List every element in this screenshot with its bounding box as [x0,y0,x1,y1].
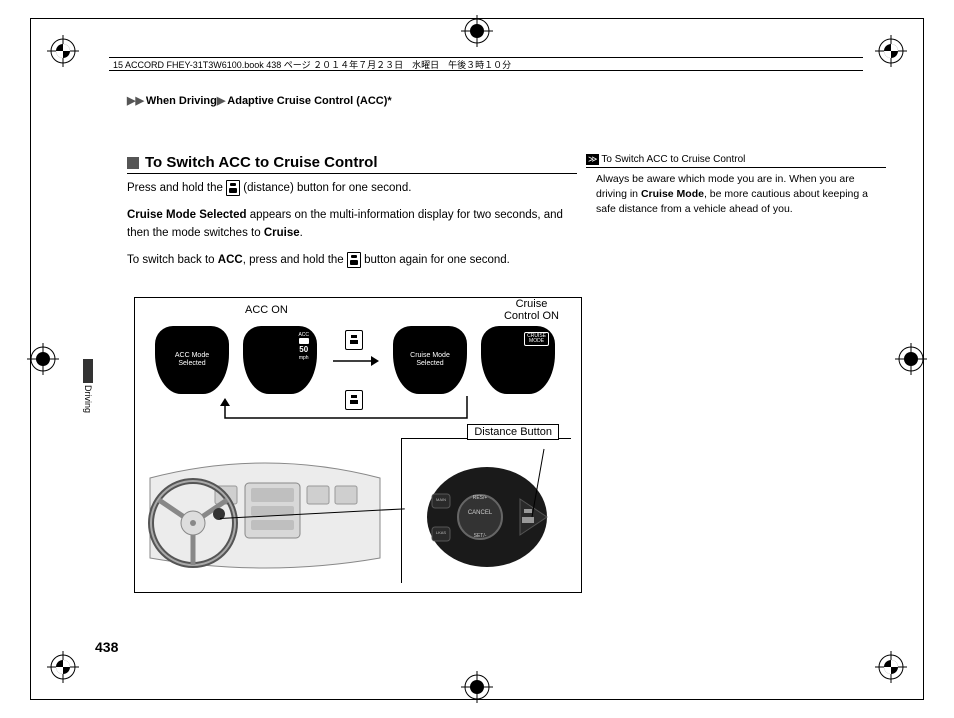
paragraph-1: Press and hold the (distance) button for… [127,180,577,197]
svg-text:RES/+: RES/+ [473,495,488,501]
sidebar-note: ≫To Switch ACC to Cruise Control Always … [586,154,886,218]
side-tab-label: Driving [83,385,93,413]
distance-icon-box [345,390,363,410]
section-title-text: To Switch ACC to Cruise Control [145,154,378,171]
svg-text:SET/-: SET/- [474,533,487,539]
label-cruise-on: Cruise Control ON [504,298,559,322]
shield-acc-speed: ACC 50 mph [243,326,317,394]
text: , press and hold the [243,254,347,266]
page-frame: 15 ACCORD FHEY-31T3W6100.book 438 ページ ２０… [30,18,924,700]
breadcrumb-arrow-icon: ▶▶ [127,95,144,107]
main-content: To Switch ACC to Cruise Control Press an… [127,154,577,279]
crop-mark-icon [457,11,497,51]
breadcrumb-footnote: * [387,95,391,107]
car-icon [299,338,309,344]
crop-mark-icon [457,667,497,707]
diagram-bottom-row: Distance Button CANCEL RES/+ SET/- [135,428,581,592]
breadcrumb-section: When Driving [146,95,217,107]
side-tab-marker [83,359,93,383]
label-acc-on: ACC ON [245,304,288,316]
crop-mark-icon [43,31,83,71]
button-detail-box: CANCEL RES/+ SET/- MAIN LKAS [401,438,571,583]
diagram-top-row: ACC ON Cruise Control ON ACC Mode Select… [135,298,581,428]
cruise-badge: CRUISE MODE [524,332,549,346]
crop-mark-icon [871,647,911,687]
sidebar-title: ≫To Switch ACC to Cruise Control [586,154,886,168]
distance-button-icon [226,180,240,196]
text-bold: Cruise Mode Selected [127,209,247,221]
mode-diagram: ACC ON Cruise Control ON ACC Mode Select… [134,297,582,593]
section-marker-icon [127,157,139,169]
text: Control ON [504,310,559,322]
breadcrumb-subsection: Adaptive Cruise Control (ACC) [227,95,387,107]
dashboard-illustration [145,428,385,583]
distance-button-icon [347,252,361,268]
section-title: To Switch ACC to Cruise Control [127,154,577,174]
shield-cruise-mode: Cruise Mode Selected [393,326,467,394]
breadcrumb: ▶▶When Driving▶Adaptive Cruise Control (… [127,94,392,107]
shield-acc-mode: ACC Mode Selected [155,326,229,394]
svg-text:CANCEL: CANCEL [468,510,493,516]
bookinfo-text: 15 ACCORD FHEY-31T3W6100.book 438 ページ ２０… [113,58,511,71]
text: Cruise Mode [410,352,450,360]
paragraph-2: Cruise Mode Selected appears on the mult… [127,207,577,242]
page-number: 438 [95,639,118,655]
distance-icon [349,334,359,346]
sidebar-body: Always be aware which mode you are in. W… [586,172,886,218]
shield-cruise-badge: CRUISE MODE [481,326,555,394]
text: (distance) button for one second. [240,182,411,194]
crop-mark-icon [43,647,83,687]
arrow-right-icon [333,352,379,373]
text: Cruise [516,298,548,310]
text: 50 [299,345,308,354]
paragraph-3: To switch back to ACC, press and hold th… [127,252,577,269]
text: Selected [416,360,443,368]
sidebar-arrow-icon: ≫ [586,154,599,165]
distance-icon-box [345,330,363,350]
text: MODE [529,338,544,344]
text: Selected [178,360,205,368]
text-bold: Cruise [264,227,300,239]
distance-icon [349,394,359,406]
sidebar-title-text: To Switch ACC to Cruise Control [601,154,745,165]
text-bold: Cruise Mode [641,188,704,200]
text: mph [298,355,309,361]
text: To switch back to [127,254,218,266]
crop-mark-icon [23,339,63,379]
svg-text:LKAS: LKAS [436,530,447,535]
speed-display: ACC 50 mph [298,332,309,361]
text-bold: ACC [218,254,243,266]
text: ACC Mode [175,352,209,360]
text: . [300,227,303,239]
header-bookinfo: 15 ACCORD FHEY-31T3W6100.book 438 ページ ２０… [109,57,863,71]
svg-text:MAIN: MAIN [436,497,446,502]
crop-mark-icon [891,339,931,379]
breadcrumb-arrow-icon: ▶ [217,95,225,107]
text: button again for one second. [361,254,510,266]
text: ACC [298,332,309,338]
arrow-return-icon [217,408,477,428]
text: Press and hold the [127,182,226,194]
distance-button-label: Distance Button [467,424,559,440]
crop-mark-icon [871,31,911,71]
side-tab: Driving [83,359,99,429]
